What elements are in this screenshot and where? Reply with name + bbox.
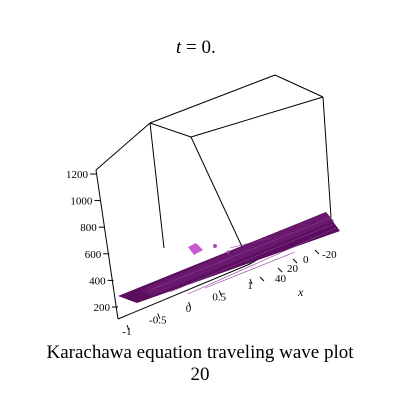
- y-axis: 1 0.5 0 -0.5 -1: [122, 278, 253, 338]
- box-edge: [322, 96, 332, 218]
- surface-peak-mark: [226, 250, 230, 254]
- box-edge: [190, 96, 324, 138]
- y-tick: [188, 301, 191, 308]
- y-tick: [157, 313, 161, 319]
- x-tick-label: -20: [322, 249, 337, 261]
- surface-peak-mark: [213, 244, 217, 248]
- y-tick-label: -1: [122, 326, 131, 338]
- y-tick: [218, 290, 222, 296]
- box-edge: [190, 136, 251, 265]
- title-variable: t: [176, 37, 182, 58]
- caption-line-2: 20: [190, 364, 210, 385]
- box-edge: [95, 169, 119, 320]
- caption-line-1: Karachawa equation traveling wave plot: [46, 342, 354, 363]
- y-tick-label: 1: [247, 280, 253, 292]
- box-edge: [95, 122, 151, 171]
- surface-peak: [188, 243, 203, 255]
- x-tick: [314, 249, 320, 255]
- y-tick-label: 0: [186, 303, 192, 315]
- z-axis: 200 400 600 800 1000 1200: [66, 169, 118, 314]
- y-tick: [249, 278, 253, 285]
- box-edge: [149, 122, 165, 249]
- figure-caption: Karachawa equation traveling wave plot 2…: [0, 342, 400, 386]
- x-tick: [259, 276, 265, 282]
- y-tick: [126, 324, 130, 331]
- box-edge: [274, 74, 324, 98]
- y-tick-label: 0.5: [212, 292, 226, 304]
- plot-title: t = 0.: [176, 37, 216, 58]
- x-axis-label: x: [297, 285, 304, 299]
- box-edge: [149, 122, 192, 138]
- x-tick-label: 20: [287, 263, 299, 275]
- surface-highlight: [140, 212, 334, 296]
- box-edge: [149, 74, 276, 124]
- x-tick: [277, 267, 283, 273]
- surface: [118, 212, 340, 303]
- title-value: = 0.: [181, 37, 215, 58]
- x-tick-label: 40: [275, 273, 287, 285]
- box-edge: [117, 263, 251, 320]
- z-tick-label: 1000: [70, 196, 93, 208]
- z-tick-label: 600: [85, 249, 102, 261]
- x-tick-label: 0: [303, 254, 309, 266]
- z-tick-label: 800: [80, 222, 97, 234]
- z-tick-label: 200: [94, 302, 111, 314]
- z-tick-label: 1200: [66, 169, 89, 181]
- z-tick-label: 400: [89, 275, 106, 287]
- surface-mesh: [149, 217, 337, 295]
- y-tick-label: -0.5: [149, 315, 167, 327]
- x-tick: [292, 258, 298, 264]
